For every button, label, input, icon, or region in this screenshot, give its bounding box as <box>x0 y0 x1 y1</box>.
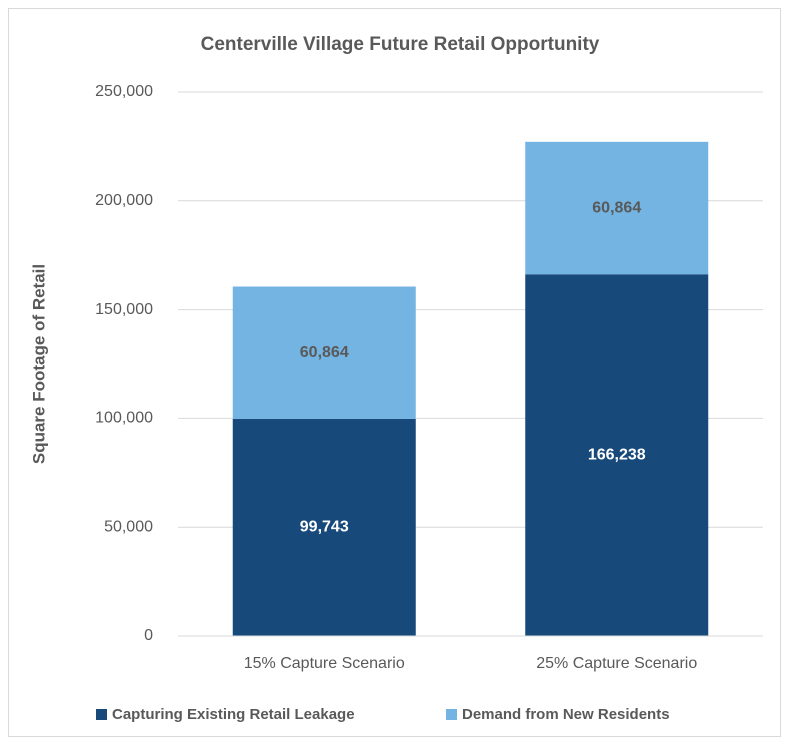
data-label: 166,238 <box>588 446 646 463</box>
y-tick-label: 150,000 <box>95 301 153 318</box>
bar-segment <box>525 274 709 636</box>
chart-title: Centerville Village Future Retail Opport… <box>201 34 600 55</box>
data-label: 60,864 <box>592 199 641 216</box>
data-label: 60,864 <box>300 344 349 361</box>
legend-label: Demand from New Residents <box>462 706 670 723</box>
y-tick-label: 50,000 <box>104 518 153 535</box>
bar-segment <box>232 286 416 419</box>
legend-swatch <box>96 709 107 720</box>
y-axis-label: Square Footage of Retail <box>29 264 48 464</box>
x-tick-label: 15% Capture Scenario <box>244 655 405 672</box>
bar-segment <box>232 418 416 636</box>
y-tick-label: 0 <box>144 627 153 644</box>
y-tick-label: 100,000 <box>95 410 153 427</box>
x-tick-label: 25% Capture Scenario <box>536 655 697 672</box>
bar-segment <box>525 141 709 275</box>
y-tick-label: 250,000 <box>95 83 153 100</box>
data-label: 99,743 <box>300 519 349 536</box>
y-tick-label: 200,000 <box>95 192 153 209</box>
legend-swatch <box>446 709 457 720</box>
legend-label: Capturing Existing Retail Leakage <box>112 706 355 723</box>
